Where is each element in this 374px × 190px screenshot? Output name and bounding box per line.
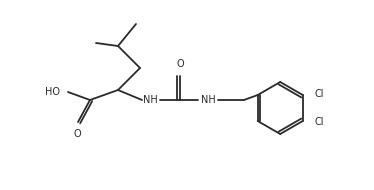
Text: Cl: Cl — [315, 89, 324, 99]
Text: O: O — [73, 129, 81, 139]
Text: HO: HO — [45, 87, 60, 97]
Text: NH: NH — [142, 95, 157, 105]
Text: Cl: Cl — [315, 117, 324, 127]
Text: O: O — [176, 59, 184, 69]
Text: NH: NH — [200, 95, 215, 105]
